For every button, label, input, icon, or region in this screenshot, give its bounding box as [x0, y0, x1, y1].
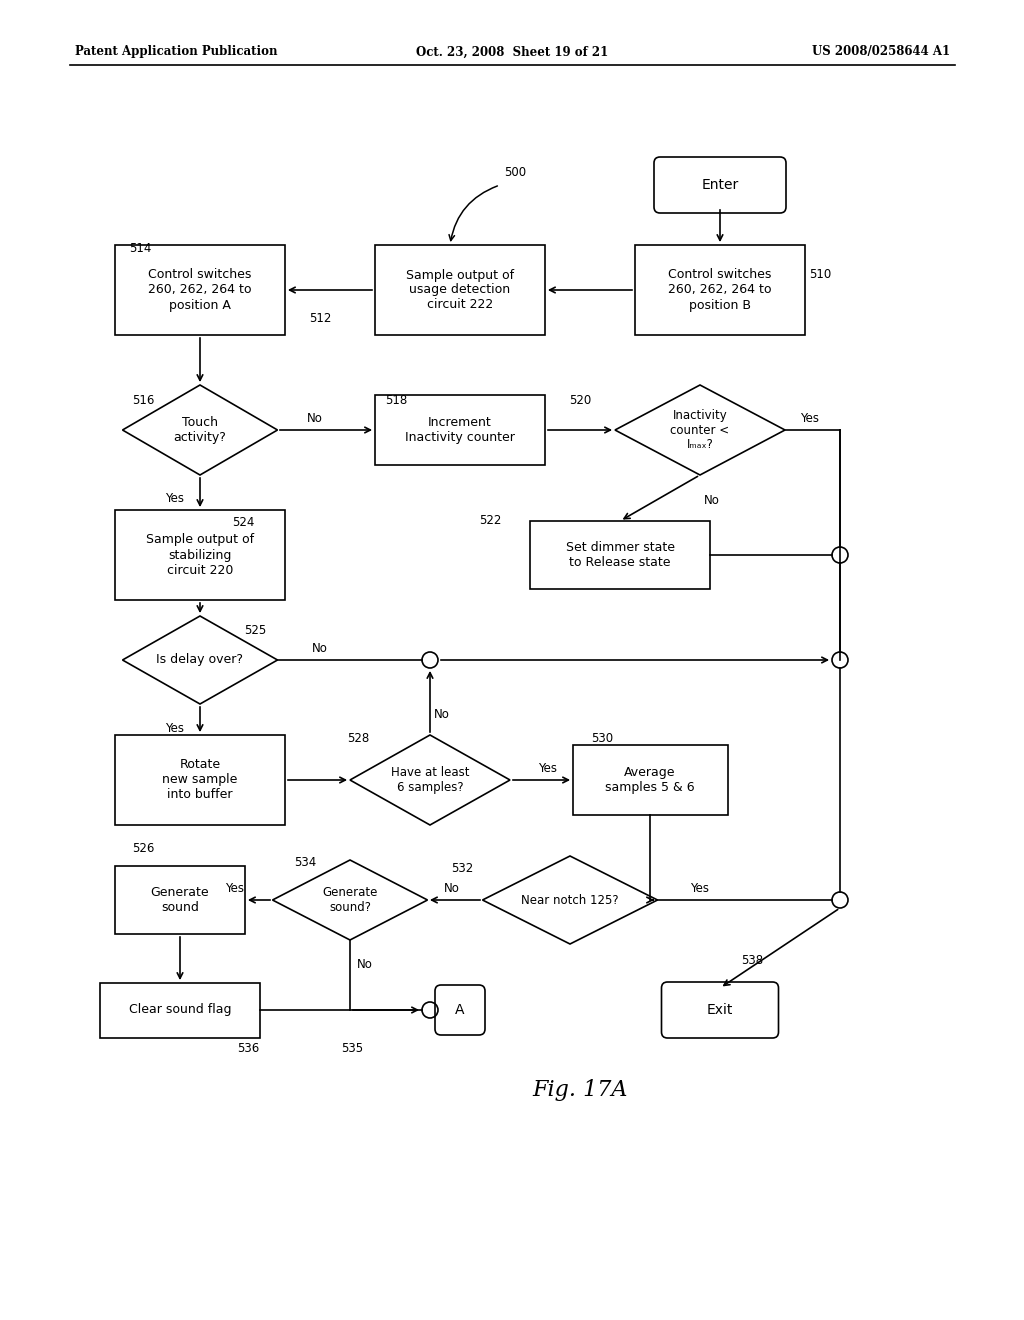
Bar	[115, 510, 285, 601]
Text: Sample output of
stabilizing
circuit 220: Sample output of stabilizing circuit 220	[146, 533, 254, 577]
Text: 510: 510	[809, 268, 831, 281]
Text: 526: 526	[132, 842, 155, 854]
Text: 530: 530	[591, 731, 613, 744]
Text: Patent Application Publication: Patent Application Publication	[75, 45, 278, 58]
Polygon shape	[615, 385, 785, 475]
Text: 522: 522	[479, 513, 501, 527]
Text: Generate
sound?: Generate sound?	[323, 886, 378, 913]
Text: Touch
activity?: Touch activity?	[173, 416, 226, 444]
Polygon shape	[123, 385, 278, 475]
Polygon shape	[123, 616, 278, 704]
Text: No: No	[307, 412, 323, 425]
Bar	[115, 246, 285, 335]
Text: No: No	[444, 882, 460, 895]
Text: Near notch 125?: Near notch 125?	[521, 894, 618, 907]
Text: No: No	[434, 709, 450, 722]
Text: Yes: Yes	[801, 412, 819, 425]
Text: Generate
sound: Generate sound	[151, 886, 209, 913]
Text: Exit: Exit	[707, 1003, 733, 1016]
Text: Yes: Yes	[166, 722, 184, 734]
Bar	[635, 246, 805, 335]
Text: 512: 512	[309, 312, 331, 325]
Bar	[375, 395, 545, 465]
FancyBboxPatch shape	[654, 157, 786, 213]
Bar	[572, 744, 727, 814]
Text: 525: 525	[244, 623, 266, 636]
Text: No: No	[705, 494, 720, 507]
Text: Yes: Yes	[539, 762, 557, 775]
Text: 532: 532	[451, 862, 473, 874]
Text: Increment
Inactivity counter: Increment Inactivity counter	[406, 416, 515, 444]
Text: Control switches
260, 262, 264 to
position A: Control switches 260, 262, 264 to positi…	[148, 268, 252, 312]
Text: No: No	[312, 642, 328, 655]
Text: Set dimmer state
to Release state: Set dimmer state to Release state	[565, 541, 675, 569]
FancyBboxPatch shape	[662, 982, 778, 1038]
Bar	[375, 246, 545, 335]
Bar	[115, 866, 245, 935]
Text: A: A	[456, 1003, 465, 1016]
Bar	[530, 521, 710, 589]
Polygon shape	[482, 855, 657, 944]
Text: Yes: Yes	[225, 882, 245, 895]
Text: Yes: Yes	[690, 882, 710, 895]
Text: No: No	[357, 958, 373, 972]
Text: Sample output of
usage detection
circuit 222: Sample output of usage detection circuit…	[406, 268, 514, 312]
Text: Have at least
6 samples?: Have at least 6 samples?	[391, 766, 469, 795]
Text: Yes: Yes	[166, 491, 184, 504]
Text: Control switches
260, 262, 264 to
position B: Control switches 260, 262, 264 to positi…	[669, 268, 772, 312]
Bar	[115, 735, 285, 825]
Text: 518: 518	[385, 393, 408, 407]
Text: 514: 514	[129, 242, 152, 255]
Text: 520: 520	[569, 393, 591, 407]
Text: Enter: Enter	[701, 178, 738, 191]
Text: Oct. 23, 2008  Sheet 19 of 21: Oct. 23, 2008 Sheet 19 of 21	[416, 45, 608, 58]
Text: 524: 524	[231, 516, 254, 528]
Text: 534: 534	[294, 855, 316, 869]
Text: 535: 535	[341, 1041, 364, 1055]
Text: US 2008/0258644 A1: US 2008/0258644 A1	[812, 45, 950, 58]
Text: 538: 538	[741, 953, 763, 966]
Polygon shape	[272, 861, 427, 940]
Polygon shape	[350, 735, 510, 825]
Text: Inactivity
counter <
Iₘₐₓ?: Inactivity counter < Iₘₐₓ?	[671, 408, 729, 451]
Text: Fig. 17A: Fig. 17A	[532, 1078, 628, 1101]
Text: Is delay over?: Is delay over?	[157, 653, 244, 667]
Bar	[100, 982, 260, 1038]
Text: Rotate
new sample
into buffer: Rotate new sample into buffer	[163, 759, 238, 801]
Text: 536: 536	[237, 1041, 259, 1055]
Text: 516: 516	[132, 393, 155, 407]
FancyBboxPatch shape	[435, 985, 485, 1035]
Text: Clear sound flag: Clear sound flag	[129, 1003, 231, 1016]
Text: Average
samples 5 & 6: Average samples 5 & 6	[605, 766, 695, 795]
Text: 528: 528	[347, 731, 369, 744]
Text: 500: 500	[504, 165, 526, 178]
